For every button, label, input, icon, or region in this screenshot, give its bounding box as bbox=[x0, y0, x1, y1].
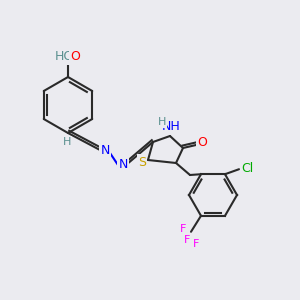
Text: H: H bbox=[158, 117, 166, 127]
Text: N: N bbox=[118, 158, 128, 172]
Text: H: H bbox=[63, 137, 71, 147]
Text: F: F bbox=[184, 235, 190, 245]
Text: O: O bbox=[197, 136, 207, 149]
Text: HO: HO bbox=[54, 50, 74, 64]
Text: S: S bbox=[138, 155, 146, 169]
Text: F: F bbox=[193, 239, 199, 249]
Text: O: O bbox=[70, 50, 80, 64]
Text: F: F bbox=[180, 224, 186, 234]
Text: N: N bbox=[100, 143, 110, 157]
Text: Cl: Cl bbox=[241, 162, 253, 175]
Text: NH: NH bbox=[162, 121, 180, 134]
